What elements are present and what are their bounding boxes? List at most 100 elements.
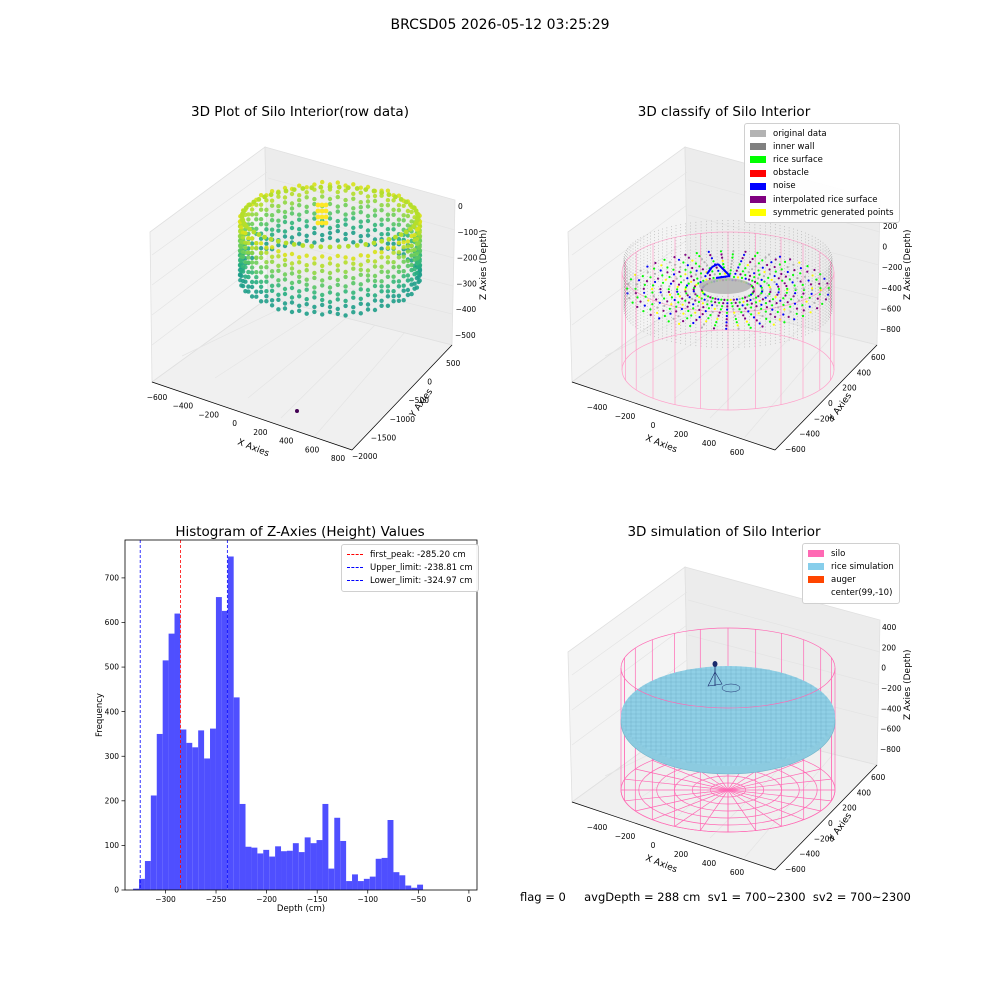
histogram-legend-entry: Lower_limit: -324.97 cm (347, 574, 473, 587)
raw-z-ticks: 0 −100 −200 −300 −400 −500 (455, 202, 478, 340)
histogram-bar (417, 884, 424, 890)
histogram-bar (340, 840, 347, 890)
legend-swatch (750, 182, 766, 190)
zticks-tick-label: −400 (456, 305, 477, 314)
yticks-tick-label: −2000 (352, 452, 378, 461)
zticks-tick-label: −600 (881, 304, 902, 313)
yticks-tick-label: 400 (857, 788, 872, 797)
classify-plot-title: 3D classify of Silo Interior (637, 104, 811, 120)
simulation-rice-surface (620, 666, 836, 775)
zticks-tick-label: 0 (458, 202, 463, 211)
legend-line-swatch (347, 554, 363, 556)
xticks-tick-label: 400 (279, 437, 294, 446)
zticks-tick-label: −300 (456, 279, 477, 288)
zticks-tick-label: −200 (882, 263, 903, 272)
zticks-tick-label: −400 (881, 284, 902, 293)
legend-swatch (808, 590, 824, 597)
histogram-bar (263, 849, 270, 890)
histogram-bar (215, 597, 222, 890)
zticks-tick-label: −400 (881, 704, 902, 713)
classify-z-ticks: 200 0 −200 −400 −600 −800 (880, 222, 903, 334)
histogram-frame (124, 539, 478, 891)
histogram-legend: first_peak: -285.20 cm Upper_limit: -238.… (341, 544, 479, 592)
y-tick-label: 200 (105, 796, 120, 805)
y-tick-label: 500 (105, 663, 120, 672)
figure-title: BRCSD05 2026-05-12 03:25:29 (390, 17, 610, 33)
histogram-x-label: Depth (cm) (277, 904, 325, 914)
yticks-tick-label: −1000 (390, 415, 416, 424)
zticks-tick-label: −500 (455, 331, 476, 340)
legend-entry: original data (750, 127, 894, 140)
yticks-tick-label: −1500 (371, 433, 397, 442)
histogram-bar (322, 803, 329, 890)
legend-entry: rice simulation (808, 560, 894, 573)
histogram-bar (292, 843, 299, 890)
histogram-bar (257, 853, 264, 890)
zticks-tick-label: 0 (882, 243, 887, 252)
legend-entry: noise (750, 180, 894, 193)
xticks-tick-label: 400 (702, 859, 717, 868)
y-tick-label: 400 (105, 707, 120, 716)
zticks-tick-label: −800 (880, 325, 901, 334)
simulation-silo-front-wire (620, 627, 836, 833)
zticks-tick-label: −800 (880, 745, 901, 754)
legend-entry: center(99,-10) (808, 587, 894, 600)
histogram-x-ticks: −300 −250 −200 −150 −100 −50 0 (155, 890, 472, 904)
raw-scan-points (237, 179, 423, 318)
classify-points (623, 220, 833, 348)
xticks-tick-label: −200 (615, 832, 636, 841)
xticks-tick-label: −600 (147, 393, 168, 402)
histogram-bar (204, 758, 211, 890)
legend-line-swatch (347, 567, 363, 569)
yticks-tick-label: 200 (842, 804, 857, 813)
zticks-tick-label: −200 (457, 254, 478, 263)
legend-label: obstacle (773, 168, 809, 179)
legend-label: symmetric generated points (773, 207, 894, 218)
histogram-bar (269, 856, 276, 890)
yticks-tick-label: 600 (871, 353, 886, 362)
y-tick-label: 300 (105, 752, 120, 761)
yticks-tick-label: 0 (427, 378, 432, 387)
x-tick-label: −100 (357, 895, 378, 904)
classify-z-label: Z Axies (Depth) (903, 229, 913, 300)
histogram-bar (286, 850, 293, 890)
legend-swatch (750, 143, 766, 151)
legend-entry: silo (808, 547, 894, 560)
histogram-bar (334, 817, 341, 890)
simulation-z-label: Z Axies (Depth) (903, 649, 913, 720)
histogram-legend-entry: Upper_limit: -238.81 cm (347, 561, 473, 574)
histogram-bar (281, 851, 287, 890)
legend-label: inner wall (773, 141, 815, 152)
histogram-bar (198, 730, 205, 890)
histogram-bar (375, 858, 382, 890)
histogram-bars (133, 556, 424, 890)
histogram-bar (162, 660, 169, 890)
histogram-bar (310, 843, 317, 890)
xticks-tick-label: −400 (587, 403, 608, 412)
legend-swatch (808, 550, 824, 558)
legend-label: Lower_limit: -324.97 cm (370, 575, 473, 586)
legend-label: interpolated rice surface (773, 194, 878, 205)
simulation-plot-title: 3D simulation of Silo Interior (627, 524, 821, 540)
zticks-tick-label: 0 (881, 664, 886, 673)
legend-entry: rice surface (750, 153, 894, 166)
legend-swatch (750, 130, 766, 138)
histogram-bar (275, 846, 282, 890)
raw-outlier-point (295, 409, 299, 413)
legend-label: rice simulation (831, 561, 894, 572)
histogram-bar (192, 747, 199, 890)
x-tick-label: 0 (467, 895, 472, 904)
x-tick-label: −300 (155, 895, 176, 904)
classify-legend: original data inner wall rice surface obsta… (744, 123, 900, 224)
xticks-tick-label: 600 (730, 868, 745, 877)
histogram-bar (150, 795, 157, 890)
xticks-tick-label: 600 (730, 448, 745, 457)
raw-z-label: Z Axies (Depth) (479, 229, 489, 300)
xticks-tick-label: −200 (615, 412, 636, 421)
yticks-tick-label: −400 (799, 430, 820, 439)
yticks-tick-label: −200 (814, 414, 835, 423)
xticks-tick-label: 200 (674, 850, 689, 859)
xticks-tick-label: 200 (674, 430, 689, 439)
simulation-z-ticks: 400 200 0 −200 −400 −600 −800 (880, 623, 902, 754)
